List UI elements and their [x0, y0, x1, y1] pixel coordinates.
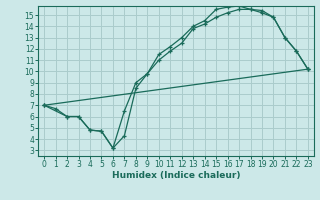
X-axis label: Humidex (Indice chaleur): Humidex (Indice chaleur)	[112, 171, 240, 180]
